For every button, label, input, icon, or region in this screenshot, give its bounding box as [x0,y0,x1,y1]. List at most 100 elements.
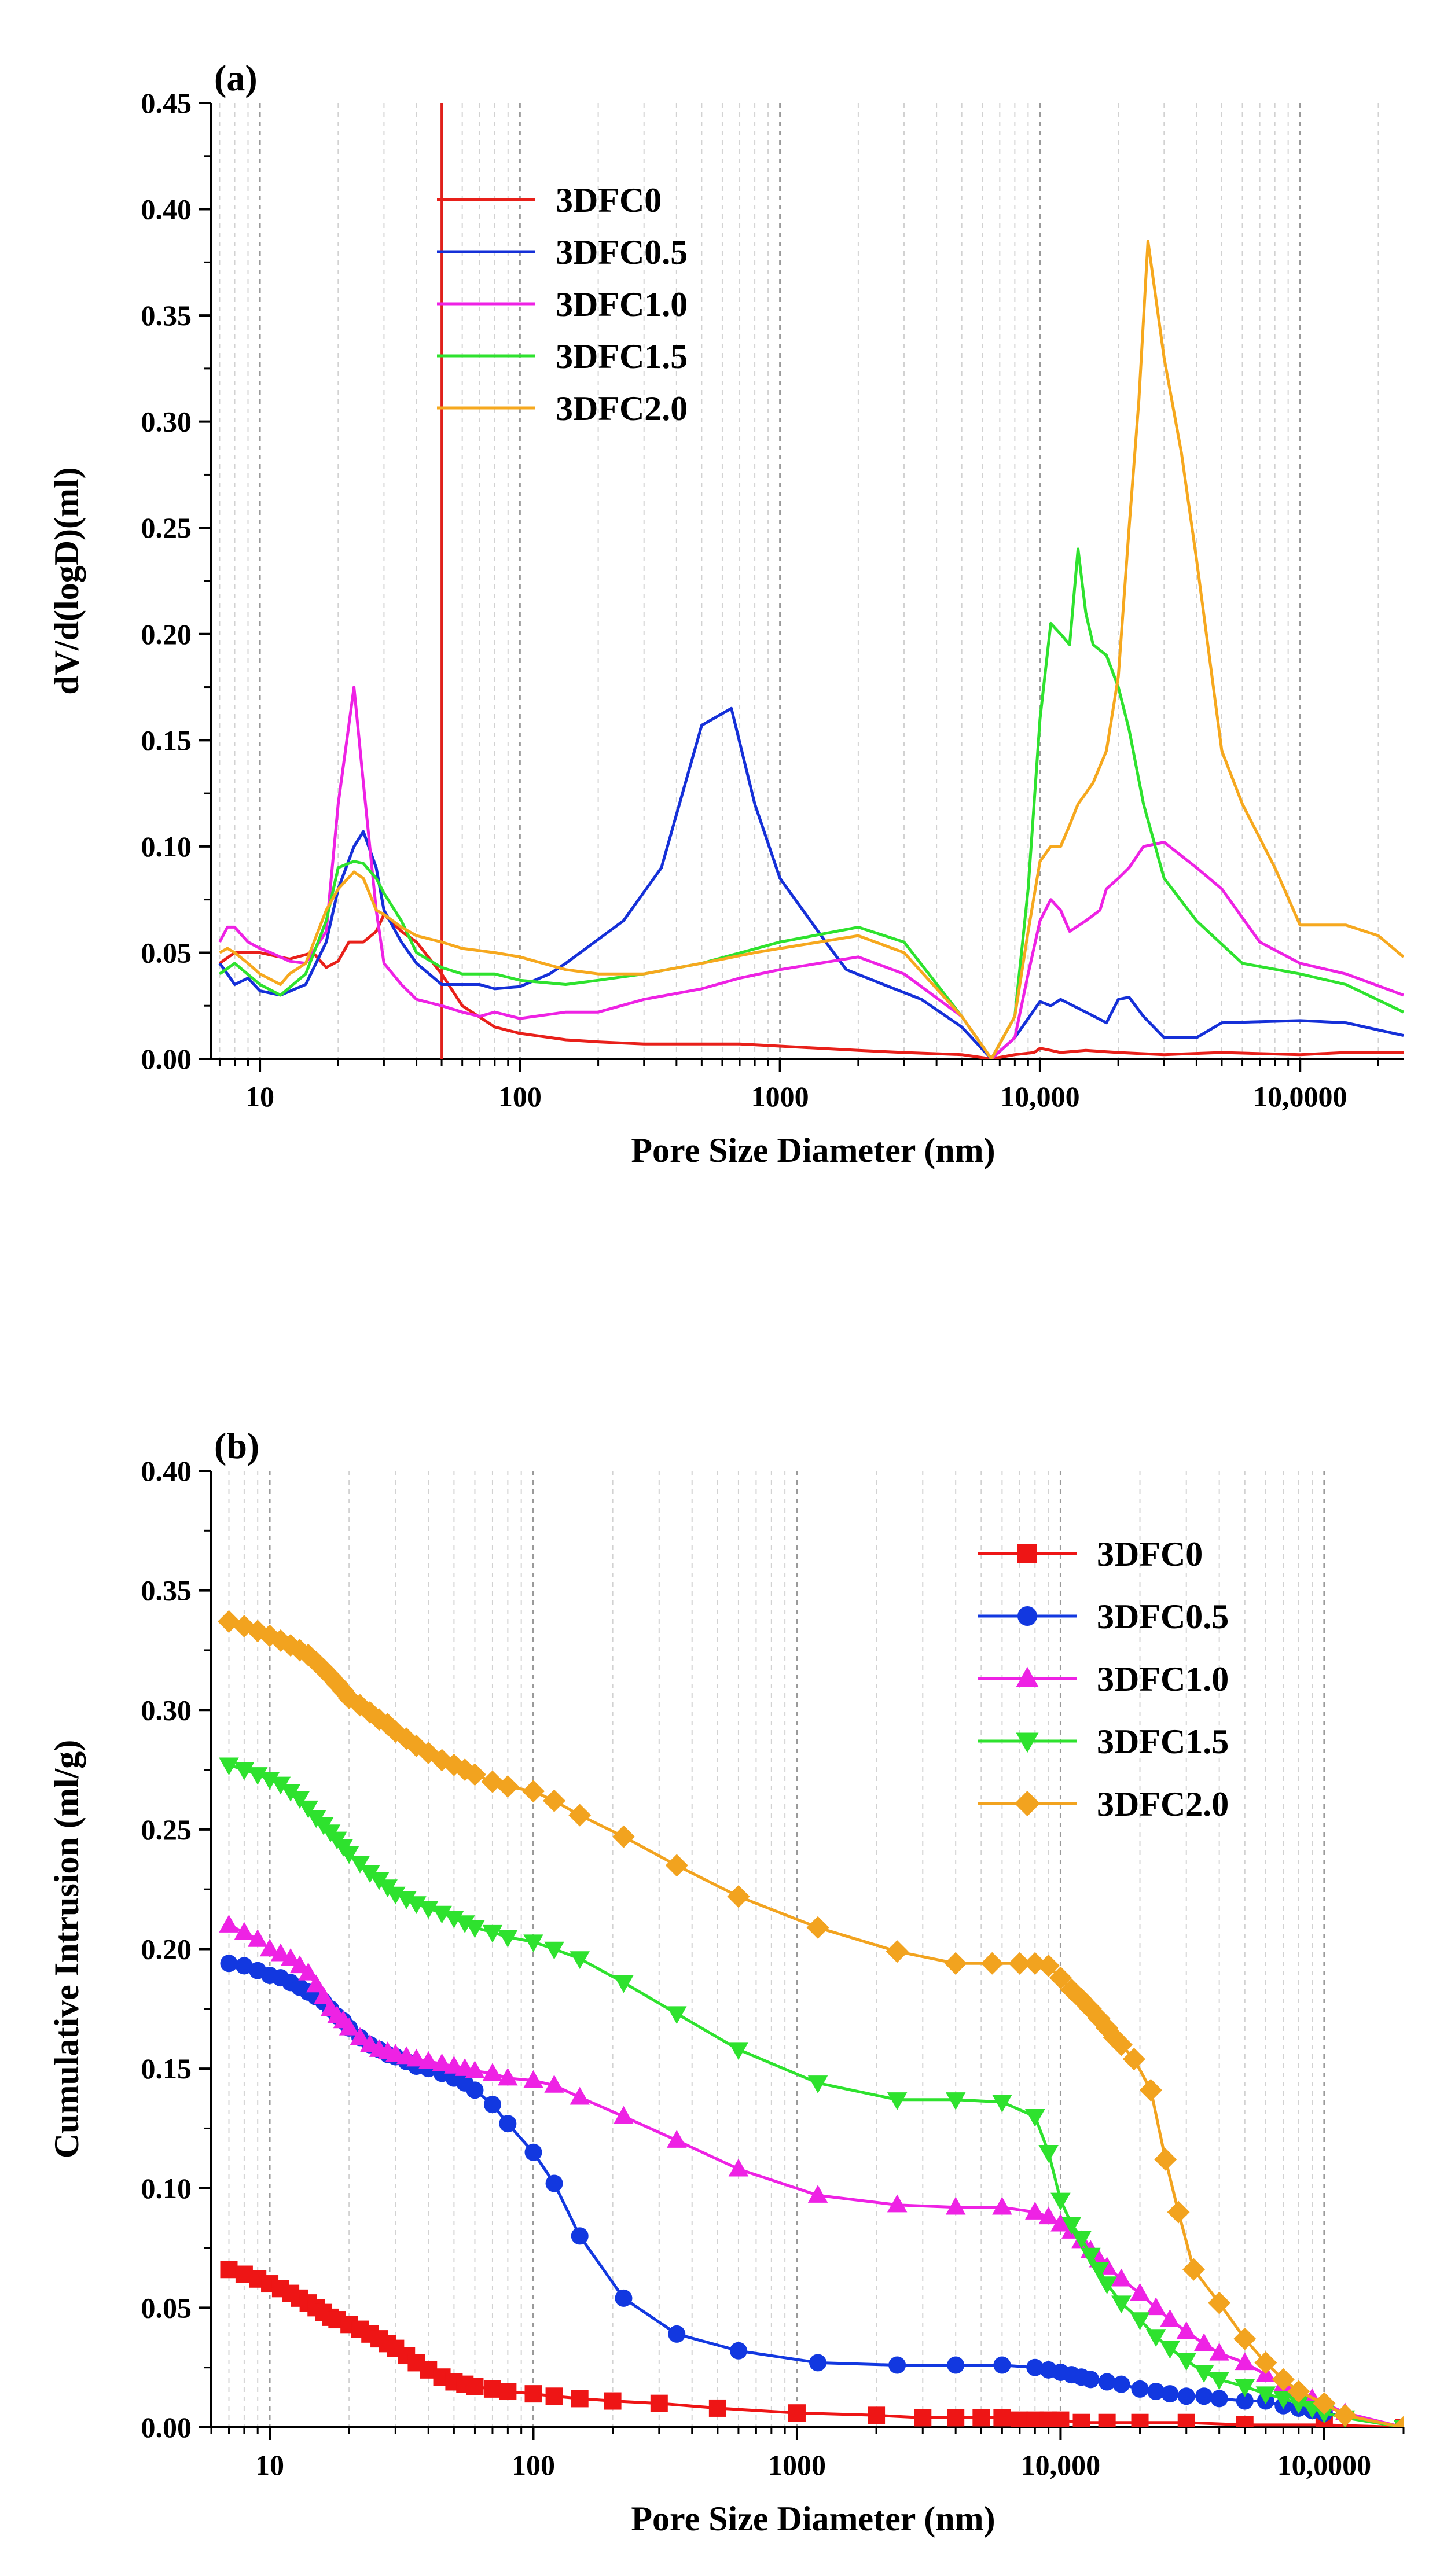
data-point [270,1943,291,1962]
data-point [1176,2321,1196,2339]
data-point [406,2048,427,2067]
data-point [418,2051,439,2069]
data-point [1209,2372,1229,2390]
data-point [496,1775,519,1798]
data-point [1037,1954,1060,1977]
legend-label: 3DFC0.5 [1097,1598,1229,1636]
data-point [1210,2390,1228,2408]
data-point [543,1789,566,1812]
data-point [418,1901,439,1919]
data-point [280,1784,301,1802]
legend-label: 3DFC1.0 [556,285,688,323]
data-point [259,1938,280,1957]
data-point [667,2130,687,2148]
legend-swatch-marker [1016,1666,1039,1687]
data-point [788,2404,806,2422]
data-point [1050,2213,1071,2232]
chart-panel-b: 0.00 0.05 0.10 0.15 0.20 0.25 0.30 0.35 0.40 10 10… [47,1425,1405,2538]
x-tick-label: 100 [512,2449,555,2481]
data-point [1050,2192,1071,2211]
data-point [570,2086,590,2105]
data-point [463,1763,486,1786]
data-point [888,2356,906,2374]
data-point [568,1804,592,1827]
data-point [992,2095,1012,2113]
data-point [235,1957,253,1975]
data-point [728,2042,749,2060]
data-point [1254,2351,1277,2374]
y-tick-label: 0.05 [141,2291,192,2324]
data-point [545,2174,563,2192]
data-point [945,2092,966,2110]
y-tick-label: 0.00 [141,1043,192,1075]
data-point [571,2227,589,2245]
data-point [1193,2365,1214,2383]
data-point [947,2409,965,2427]
data-point [498,1930,518,1948]
data-point [259,1772,280,1790]
data-point [524,2143,542,2161]
data-point [432,2053,452,2071]
data-point [466,2081,484,2099]
data-point [868,2406,886,2424]
plot-area [218,103,1404,1059]
data-point [1154,2148,1177,2171]
data-point [1111,2268,1132,2287]
y-tick-label: 0.10 [141,2172,192,2205]
y-tick-label: 0.25 [141,1813,192,1846]
data-point [1209,2342,1229,2361]
series-line-3DFC1.5 [228,1763,1404,2427]
plot-area [217,1610,1404,2427]
data-point [1233,2327,1257,2350]
data-point [1195,2387,1213,2405]
legend-label: 3DFC1.5 [556,337,688,376]
data-point [708,2399,726,2417]
data-point [1176,2353,1196,2371]
data-point [993,2356,1011,2374]
data-point [1177,2387,1195,2405]
data-point [1082,2371,1100,2389]
data-point [1235,2352,1255,2371]
data-point [1025,2109,1045,2127]
data-point [1288,2395,1309,2414]
y-axis-title: Cumulative Intrusion (ml/g) [47,1740,86,2158]
data-point [668,2325,686,2343]
data-point [432,1905,452,1924]
data-point [944,1952,967,1975]
data-point [1110,2033,1133,2056]
y-tick-label: 0.10 [141,830,192,863]
legend: 3DFC0 3DFC0.5 3DFC1.0 3DFC1.5 3DFC2.0 [437,181,688,428]
data-point [1131,2413,1149,2427]
x-tick-label: 1000 [751,1080,809,1113]
data-point [887,2194,908,2213]
data-point [1139,2078,1162,2102]
legend-swatch-marker [1016,1732,1039,1753]
data-point [615,2289,633,2307]
data-point [1008,1952,1031,1975]
legend-swatch-marker [1017,1606,1037,1626]
y-tick-label: 0.30 [141,406,192,438]
data-point [544,1941,564,1960]
data-point [980,1952,1004,1975]
data-point [385,1886,406,1905]
data-point [524,2385,542,2403]
data-point [1131,2380,1149,2398]
data-point [807,2185,828,2203]
data-point [289,1955,310,1974]
data-point [545,2387,563,2405]
data-point [1182,2258,1206,2281]
data-point [1026,2358,1044,2376]
data-point [1097,2276,1117,2295]
data-point [219,1915,239,1933]
data-point [339,2017,359,2036]
data-point [306,1974,326,1993]
data-point [247,1767,268,1785]
y-tick-label: 0.25 [141,511,192,544]
data-point [289,1791,310,1809]
x-tick-label: 10,000 [1021,2449,1101,2481]
data-point [1038,2206,1059,2225]
data-point [1392,2416,1404,2427]
data-point [455,1915,475,1934]
data-point [612,1825,635,1848]
